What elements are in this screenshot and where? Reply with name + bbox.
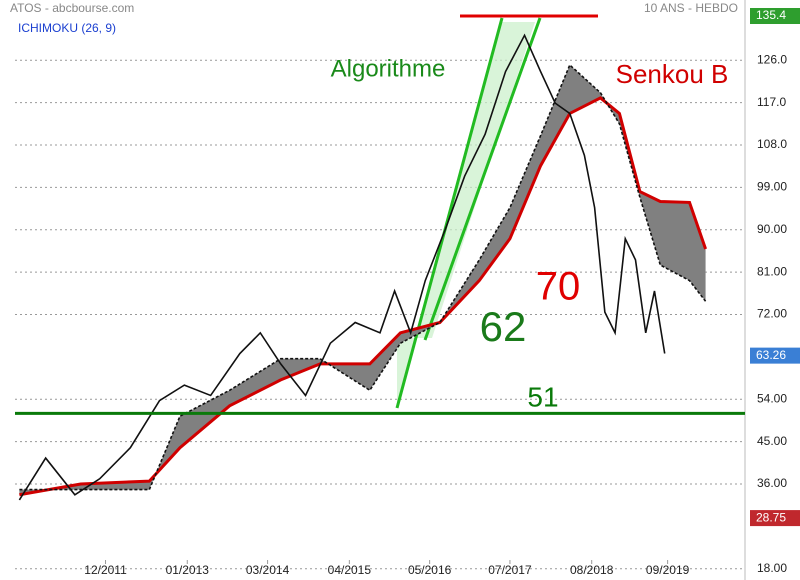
series-name: Senkou B bbox=[616, 59, 729, 89]
y-tick-label: 45.00 bbox=[757, 434, 787, 448]
x-tick-label: 08/2018 bbox=[570, 563, 614, 577]
channel-line bbox=[423, 17, 542, 341]
cloud-fill bbox=[19, 64, 706, 495]
x-tick-label: 04/2015 bbox=[328, 563, 372, 577]
algorithm-channel bbox=[395, 17, 542, 409]
price-badge-label: 135.4 bbox=[756, 8, 786, 22]
y-tick-label: 36.00 bbox=[757, 476, 787, 490]
y-tick-label: 108.0 bbox=[757, 137, 787, 151]
y-tick-label: 54.00 bbox=[757, 391, 787, 405]
price-badge-label: 28.75 bbox=[756, 510, 786, 524]
price-badge-label: 63.26 bbox=[756, 348, 786, 362]
channel-fill bbox=[397, 22, 535, 408]
x-tick-label: 09/2019 bbox=[646, 563, 690, 577]
annotation: Algorithme bbox=[331, 55, 446, 82]
x-tick-label: 03/2014 bbox=[246, 563, 290, 577]
x-tick-label: 07/2017 bbox=[488, 563, 532, 577]
level-label: 51 bbox=[527, 382, 558, 413]
y-tick-label: 117.0 bbox=[757, 95, 786, 109]
chart-title: ATOS - abcbourse.com bbox=[10, 1, 134, 15]
annotation: 70 bbox=[536, 265, 581, 309]
x-tick-label: 05/2016 bbox=[408, 563, 452, 577]
price-badge bbox=[750, 347, 800, 364]
chart-subtitle: 10 ANS - HEBDO bbox=[644, 1, 738, 15]
y-tick-label: 126.0 bbox=[757, 52, 787, 66]
series-line bbox=[19, 96, 707, 497]
y-tick-label: 18.00 bbox=[757, 561, 787, 575]
x-tick-label: 01/2013 bbox=[166, 563, 210, 577]
y-tick-label: 81.00 bbox=[757, 264, 787, 278]
x-tick-label: 12/2011 bbox=[84, 563, 127, 577]
series-line bbox=[18, 33, 666, 501]
y-tick-label: 90.00 bbox=[757, 222, 787, 236]
y-tick-label: 72.00 bbox=[757, 307, 787, 321]
price-badge bbox=[750, 8, 800, 25]
channel-line bbox=[395, 17, 504, 409]
indicator-label: ICHIMOKU (26, 9) bbox=[18, 21, 116, 35]
annotation: 62 bbox=[480, 303, 527, 350]
series-line bbox=[19, 63, 707, 491]
y-tick-label: 99.00 bbox=[757, 180, 787, 194]
price-badge bbox=[750, 510, 800, 527]
